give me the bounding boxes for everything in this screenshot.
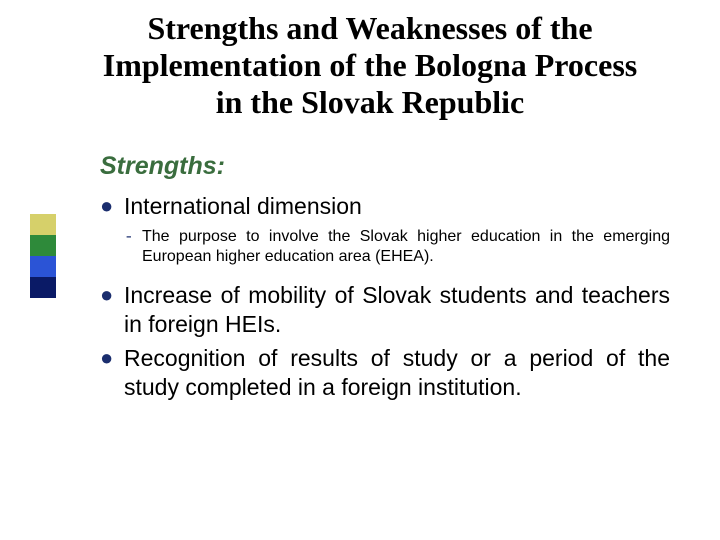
subheading-strengths: Strengths: (100, 152, 225, 181)
sub-bullet-item: - The purpose to involve the Slovak high… (124, 227, 670, 267)
bullet-text: Increase of mobility of Slovak students … (124, 281, 670, 339)
slide-title: Strengths and Weaknesses of the Implemen… (100, 10, 640, 120)
bullet-text: Recognition of results of study or a per… (124, 344, 670, 402)
accent-block-1 (30, 214, 56, 235)
accent-block-4 (30, 277, 56, 298)
bullet-marker-icon: ● (100, 281, 124, 309)
bullet-marker-icon: ● (100, 344, 124, 372)
bullet-marker-icon: ● (100, 192, 124, 220)
accent-block-3 (30, 256, 56, 277)
dash-marker-icon: - (124, 227, 142, 247)
bullets-container: ● International dimension - The purpose … (100, 192, 670, 408)
bullet-text: International dimension (124, 192, 362, 221)
bullet-item: ● International dimension (100, 192, 670, 221)
slide: Strengths and Weaknesses of the Implemen… (0, 0, 720, 540)
accent-block-2 (30, 235, 56, 256)
sub-bullet-text: The purpose to involve the Slovak higher… (142, 227, 670, 267)
bullet-item: ● Increase of mobility of Slovak student… (100, 281, 670, 339)
bullet-item: ● Recognition of results of study or a p… (100, 344, 670, 402)
side-accent (30, 214, 56, 298)
